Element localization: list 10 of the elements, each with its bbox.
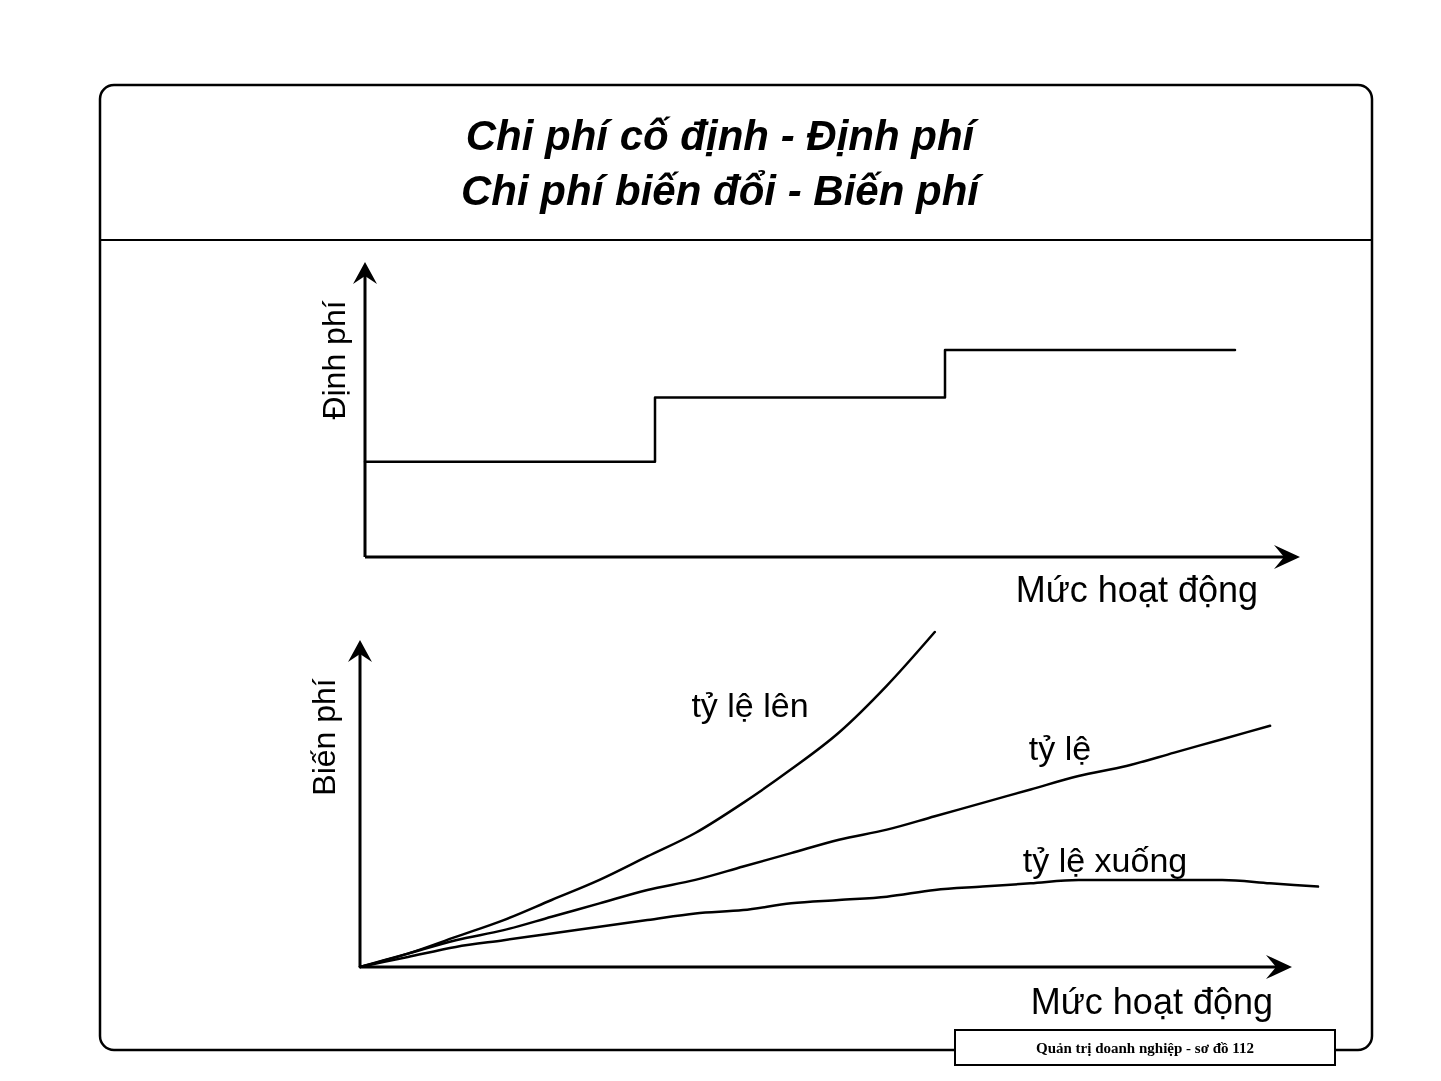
y-axis-title: Biến phí [306,678,342,796]
series-label: tỷ lệ [1028,729,1092,767]
x-axis-title: Mức hoạt động [1030,981,1273,1022]
x-axis-title: Mức hoạt động [1015,569,1258,610]
chart-subtitle: Chi phí biến đổi - Biến phí [461,167,985,214]
series-label: tỷ lệ xuống [1022,841,1188,879]
y-axis-title: Định phí [316,300,352,420]
text: Quản trị doanh nghiệp - sơ đồ 112 [1036,1040,1254,1056]
series-label: tỷ lệ lên [691,686,809,724]
chart-title: Chi phí cố định - Định phí [465,112,980,159]
